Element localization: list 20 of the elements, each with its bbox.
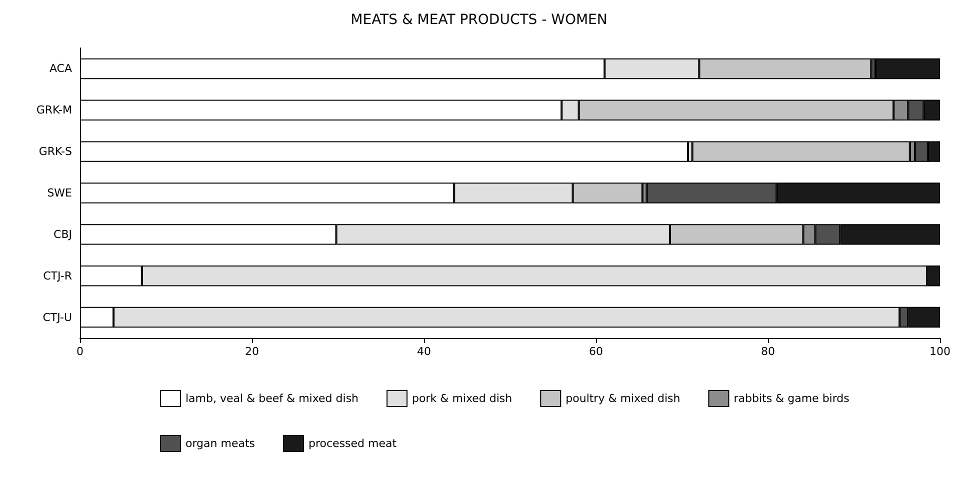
legend-label: organ meats (186, 437, 256, 450)
y-tick-label: SWE (47, 186, 72, 200)
legend-label: lamb, veal & beef & mixed dish (186, 392, 359, 405)
y-tick-label: CBJ (54, 228, 72, 241)
y-tick-label: GRK-S (38, 145, 72, 158)
x-tick-label: 40 (417, 345, 431, 358)
y-tick-label: CTJ-R (43, 269, 72, 282)
legend-label: rabbits & game birds (734, 392, 850, 405)
y-tick-label: ACA (49, 62, 72, 76)
y-tick-label: CTJ-U (42, 310, 72, 324)
chart-title: MEATS & MEAT PRODUCTS - WOMEN (350, 12, 608, 28)
x-tick-label: 100 (930, 345, 950, 358)
legend-label: processed meat (308, 437, 398, 450)
y-tick-label: GRK-M (36, 104, 72, 117)
x-tick-label: 0 (76, 345, 84, 358)
x-tick-label: 80 (761, 345, 775, 358)
legend-label: pork & mixed dish (412, 392, 512, 405)
x-tick-label: 20 (245, 345, 259, 358)
x-tick-label: 60 (589, 345, 603, 358)
legend-label: poultry & mixed dish (566, 392, 680, 405)
